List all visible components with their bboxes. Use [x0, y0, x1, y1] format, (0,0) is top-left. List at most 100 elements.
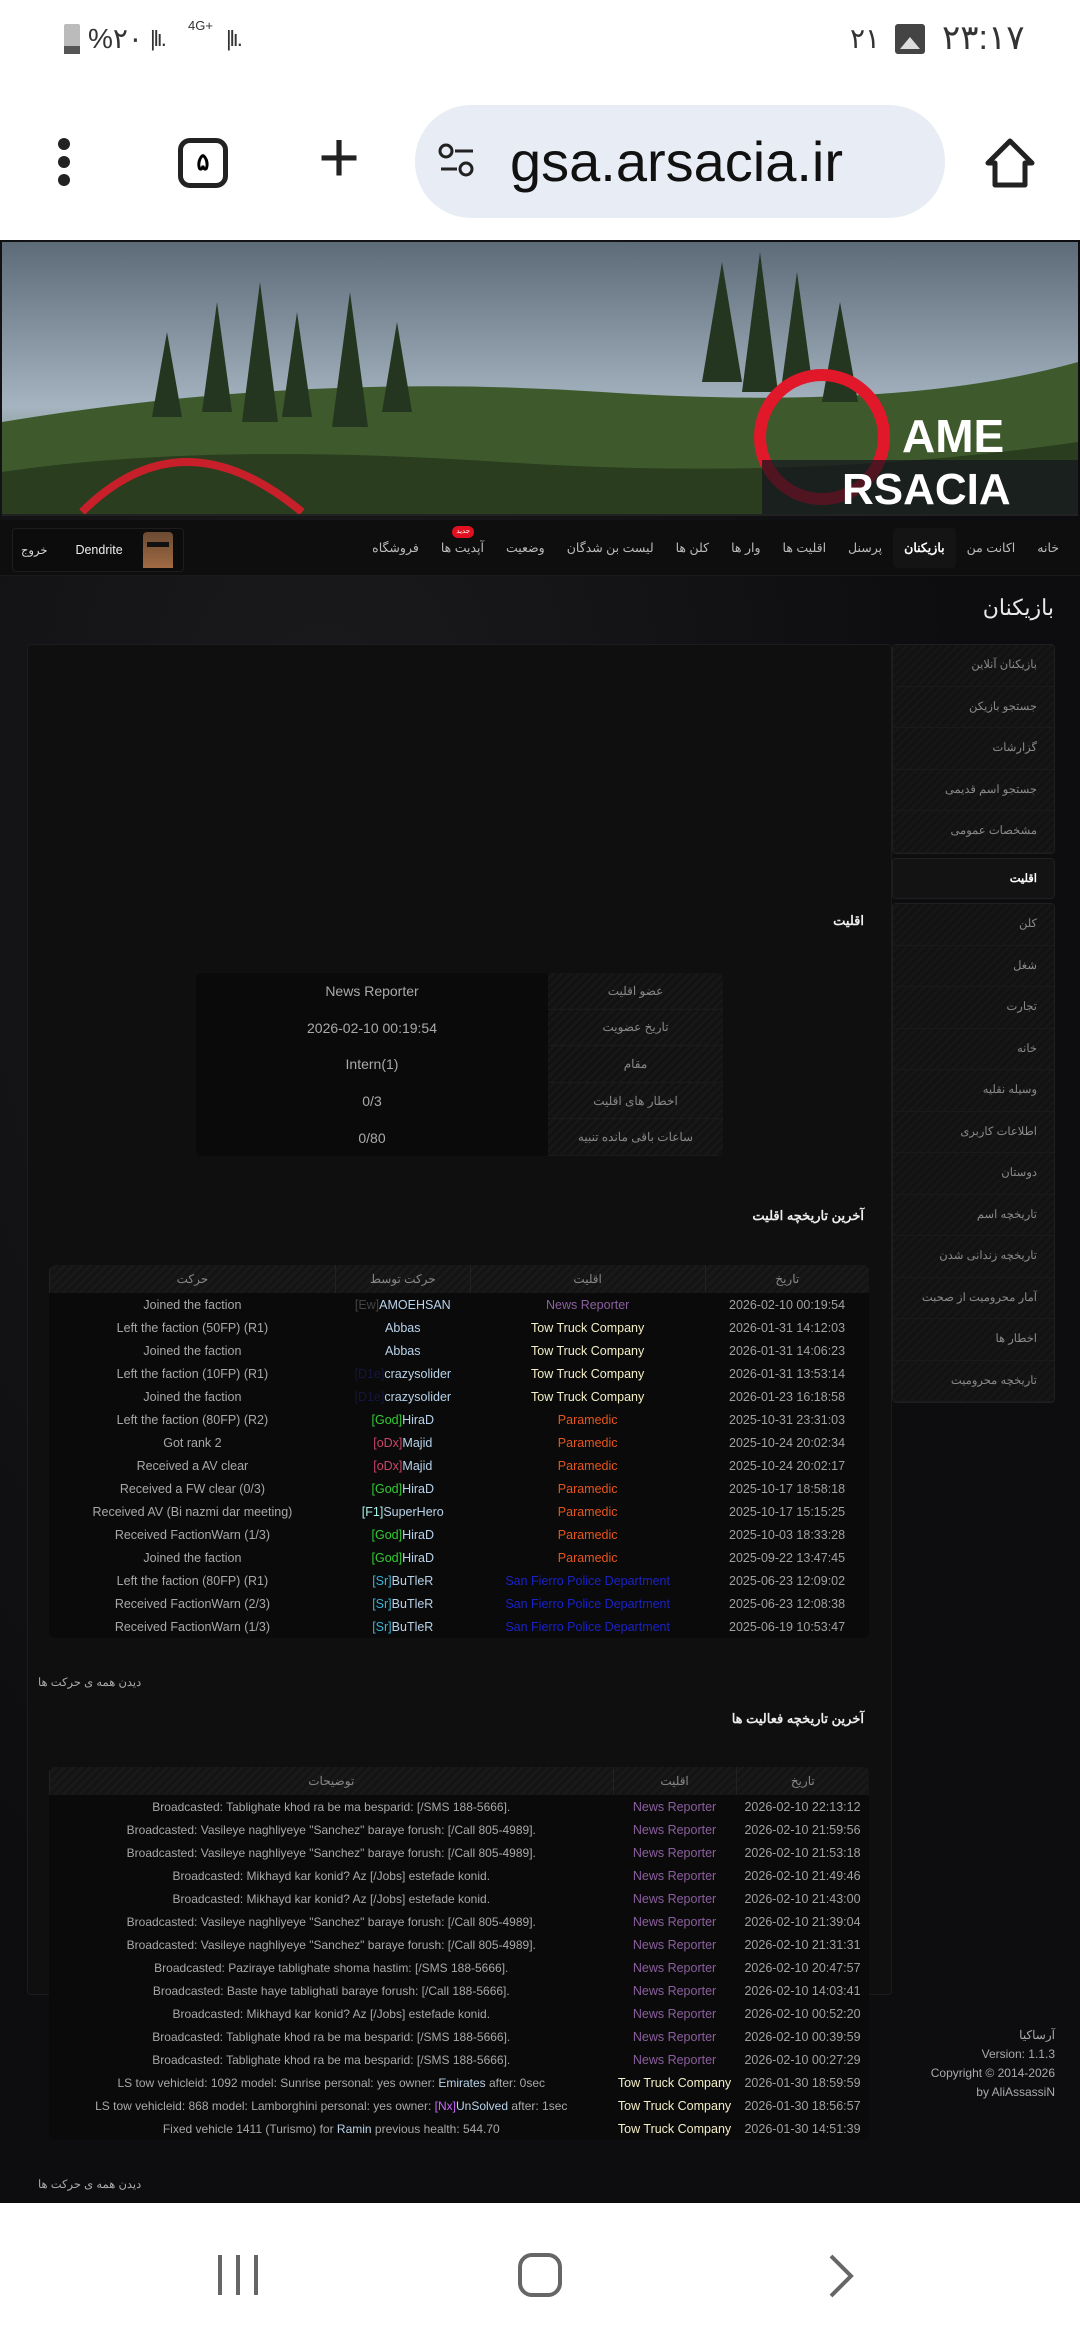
faction-cell: News Reporter [632, 1914, 717, 1929]
action-cell: Joined the faction [143, 1389, 242, 1404]
player-name[interactable]: Abbas [385, 1343, 421, 1358]
player-name[interactable]: BuTleR [391, 1596, 434, 1611]
sidebar-item[interactable]: تاریخچه اسم [893, 1194, 1054, 1236]
nav-item[interactable]: اکانت من [956, 528, 1027, 568]
sidebar-item[interactable]: خانه [893, 1028, 1054, 1070]
player-name[interactable]: crazysolider [384, 1366, 452, 1381]
nav-item[interactable]: وار ها [720, 528, 771, 568]
new-tab-plus-icon[interactable]: + [318, 118, 361, 198]
sidebar-item-active[interactable]: اقلیت [892, 857, 1055, 899]
sidebar-item[interactable]: شغل [893, 945, 1054, 987]
faction-cell: News Reporter [632, 1983, 717, 1998]
description-text: Broadcasted: Vasileye naghliyeye "Sanche… [126, 1822, 536, 1837]
sidebar-item[interactable]: جستجو اسم قدیمی [893, 769, 1054, 811]
nav-item[interactable]: کلن ها [665, 528, 720, 568]
player-name[interactable]: AMOEHSAN [379, 1297, 451, 1312]
date-cell: 2026-02-10 21:43:00 [744, 1891, 861, 1906]
username[interactable]: Dendrite [75, 543, 123, 557]
sidebar-group: کلن شغل تجارت خانه وسیله نقلیه اطلاعات کاربری… [892, 903, 1055, 1403]
nav-item[interactable]: فروشگاه [361, 528, 430, 568]
sidebar-item[interactable]: بازیکنان آنلاین [893, 645, 1054, 687]
footer: آرساکیا Version: 1.1.3 Copyright © 2014-… [931, 2026, 1055, 2102]
player-name[interactable]: HiraD [402, 1412, 435, 1427]
nav-item-label: وار ها [731, 540, 761, 555]
player-name[interactable]: HiraD [402, 1481, 435, 1496]
recent-apps-icon[interactable] [218, 2255, 258, 2295]
table-row: Left the faction (10FP) (R1) [D1e]crazyso… [50, 1362, 870, 1385]
description-text: Broadcasted: Paziraye tablighate shoma h… [154, 1960, 509, 1975]
address-bar[interactable]: gsa.arsacia.ir [415, 105, 945, 218]
nav-item[interactable]: وضعیت [495, 528, 556, 568]
player-name[interactable]: SuperHero [383, 1504, 444, 1519]
description-cell: Broadcasted: Vasileye naghliyeye "Sanche… [50, 1933, 614, 1956]
nav-item[interactable]: لیست بن شدگان [556, 528, 665, 568]
logout-link[interactable]: خروج [21, 545, 48, 557]
home-button-icon[interactable] [518, 2253, 562, 2297]
faction-cell: News Reporter [632, 1822, 717, 1837]
date-cell: 2026-01-31 14:06:23 [729, 1343, 846, 1358]
sidebar-item[interactable]: تاریخچه محرومیت [893, 1360, 1054, 1402]
faction-cell: News Reporter [632, 1937, 717, 1952]
view-all-faction-history-link[interactable]: دیدن همه ی حرکت ها [38, 1677, 142, 1689]
player-name[interactable]: Majid [402, 1435, 433, 1450]
sidebar-item[interactable]: اخطار ها [893, 1319, 1054, 1361]
info-label: مقام [548, 1046, 723, 1083]
sidebar-item[interactable]: دوستان [893, 1153, 1054, 1195]
info-row: News Reporter عضو اقلیت [196, 973, 723, 1010]
description-text: Broadcasted: Mikhayd kar konid? Az [/Job… [172, 1868, 491, 1883]
date-cell: 2026-02-10 21:59:56 [744, 1822, 861, 1837]
table-row: Broadcasted: Tablighate khod ra be ma be… [50, 1795, 870, 1818]
nav-item[interactable]: آپدیت ها جدید [430, 525, 495, 568]
faction-cell: Tow Truck Company [531, 1343, 645, 1358]
faction-cell: Paramedic [557, 1412, 618, 1427]
sidebar-item[interactable]: آمار محرومیت از صحبت [893, 1277, 1054, 1319]
sidebar-item[interactable]: اطلاعات کاربری [893, 1111, 1054, 1153]
menu-dots-icon[interactable] [58, 138, 70, 186]
home-icon[interactable] [985, 138, 1035, 188]
player-name[interactable]: BuTleR [391, 1573, 434, 1588]
back-chevron-icon[interactable] [826, 2253, 856, 2299]
nav-item[interactable]: خانه [1026, 528, 1070, 568]
nav-item-label: پرسنل [848, 540, 883, 555]
faction-cell: San Fierro Police Department [505, 1619, 670, 1634]
sidebar-item[interactable]: جستجو بازیکن [893, 686, 1054, 728]
player-name[interactable]: Majid [402, 1458, 433, 1473]
sidebar-item[interactable]: مشخصات عمومی [893, 811, 1054, 853]
nav-item[interactable]: اقلیت ها [772, 528, 838, 568]
description-text: Broadcasted: Mikhayd kar konid? Az [/Job… [172, 1891, 491, 1906]
faction-cell: News Reporter [545, 1297, 630, 1312]
player-name[interactable]: HiraD [402, 1527, 435, 1542]
view-all-activity-link[interactable]: دیدن همه ی حرکت ها [38, 2179, 142, 2191]
player-name[interactable]: HiraD [402, 1550, 435, 1565]
tabs-icon[interactable]: ۵ [178, 138, 228, 188]
faction-cell: Tow Truck Company [531, 1320, 645, 1335]
player-name[interactable]: Abbas [385, 1320, 421, 1335]
action-cell: Got rank 2 [163, 1435, 222, 1450]
site-settings-icon[interactable] [437, 143, 477, 179]
sidebar-item[interactable]: تاریخچه زندانی شدن [893, 1236, 1054, 1278]
faction-cell: Paramedic [557, 1550, 618, 1565]
info-value: 0/3 [362, 1093, 382, 1110]
status-bar: %۲۰ |lı. 4G+ |lı. ۲۱ ۲۳:۱۷ [0, 0, 1080, 80]
date-cell: 2026-02-10 00:19:54 [729, 1297, 846, 1312]
player-name[interactable]: BuTleR [391, 1619, 434, 1634]
column-header: اقلیت [469, 1265, 706, 1293]
sidebar-item[interactable]: کلن [893, 904, 1054, 946]
player-name[interactable]: UnSolved [456, 2098, 509, 2113]
player-name[interactable]: crazysolider [384, 1389, 452, 1404]
web-page: AME RSACIA خانه اکانت من بازیکنان پرسنل اقلی… [0, 240, 1080, 2203]
sidebar-item[interactable]: گزارشات [893, 728, 1054, 770]
date-cell: 2025-06-23 12:09:02 [729, 1573, 846, 1588]
table-row: Broadcasted: Vasileye naghliyeye "Sanche… [50, 1933, 870, 1956]
sidebar-item[interactable]: تجارت [893, 987, 1054, 1029]
action-cell: Left the faction (80FP) (R1) [116, 1573, 269, 1588]
player-name[interactable]: Ramin [336, 2121, 372, 2136]
description-cell: Broadcasted: Paziraye tablighate shoma h… [50, 1956, 614, 1979]
sidebar-item[interactable]: وسیله نقلیه [893, 1070, 1054, 1112]
nav-item[interactable]: بازیکنان [893, 527, 956, 568]
player-name[interactable]: Emirates [438, 2075, 486, 2090]
date-cell: 2026-02-10 20:47:57 [744, 1960, 861, 1975]
date-cell: 2026-01-30 14:51:39 [744, 2121, 861, 2136]
nav-item[interactable]: پرسنل [837, 528, 893, 568]
clan-tag: [F1] [361, 1504, 384, 1519]
